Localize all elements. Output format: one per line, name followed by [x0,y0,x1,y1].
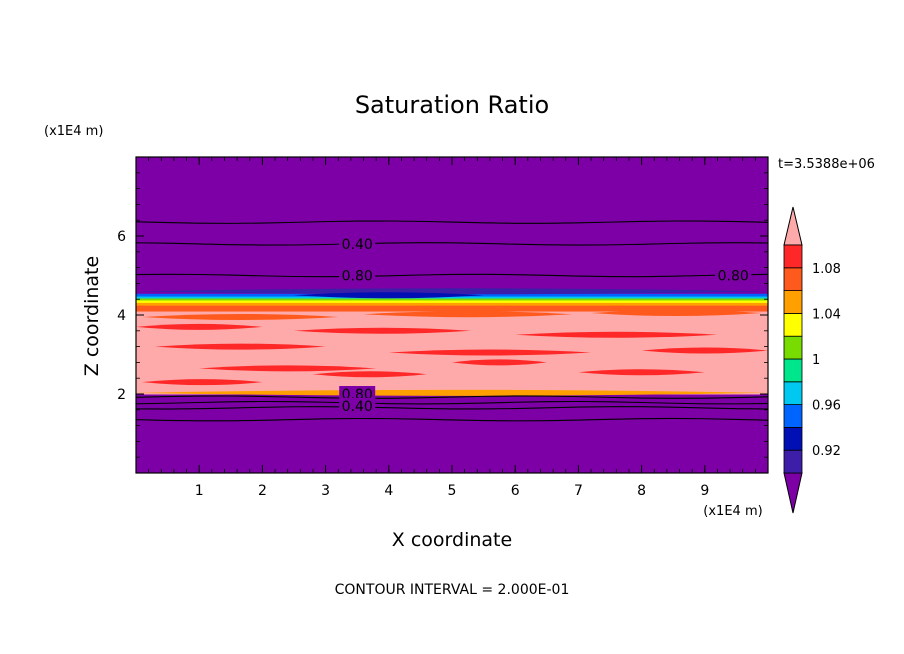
x-tick-label-4: 4 [384,483,393,499]
colorbar-under-arrow [783,472,803,514]
contour-label-bg-3 [339,386,376,401]
colorbar: 0.92 0.96 1 1.04 1.08 [783,206,841,514]
x-tick-label-3: 3 [321,483,330,499]
x-unit-label: (x1E4 m) [703,504,762,519]
field-streak-3 [136,323,263,330]
contour-line-0 [136,417,768,422]
y-tick-label-6: 6 [117,229,126,245]
field-streak-4 [294,327,471,334]
x-tick-label-9: 9 [700,483,709,499]
field-streak-15 [136,288,768,295]
field-streak-7 [388,349,592,356]
colorbar-label-0.92: 0.92 [812,444,841,459]
axis-ticks: 1 2 3 4 5 6 7 8 9 2 4 6 [117,157,769,499]
field-streak-14 [136,389,768,396]
field-band-5 [136,298,768,301]
contour-label-4: 0.40 [342,399,373,415]
field-streak-5 [515,331,718,338]
colorbar-label-1: 1 [812,353,820,368]
colorbar-box-8 [783,267,803,291]
y-tick-label-2: 2 [117,387,126,403]
field-band-6 [136,296,768,299]
x-tick-label-6: 6 [511,483,520,499]
field-streak-6 [154,343,326,350]
x-tick-label-1: 1 [195,483,204,499]
contour-line-2 [136,400,768,405]
field-band-4 [136,299,768,303]
field-streak-9 [199,365,377,372]
colorbar-label-1.04: 1.04 [812,307,841,322]
x-tick-label-7: 7 [574,483,583,499]
field-band-8 [136,157,768,294]
field-streak-13 [312,371,427,378]
contour-label-bg-4 [339,397,376,413]
colorbar-label-1.08: 1.08 [812,262,841,277]
contour-line-6 [136,220,768,224]
contour-label-bg-1 [339,267,376,283]
contour-line-4 [136,273,768,278]
field-band-3 [136,302,768,306]
field-streak-1 [363,311,573,318]
x-tick-label-2: 2 [258,483,267,499]
colorbar-box-9 [783,244,803,269]
field-streak-16 [294,292,484,299]
x-tick-label-8: 8 [637,483,646,499]
colorbar-box-3 [783,381,803,405]
colorbar-label-0.96: 0.96 [812,399,841,414]
contour-interval-footer: CONTOUR INTERVAL = 2.000E-01 [335,582,570,598]
colorbar-box-2 [783,404,803,428]
y-unit-label: (x1E4 m) [44,124,103,139]
colorbar-over-arrow [783,206,803,246]
contour-label-2: 0.80 [718,269,749,285]
y-axis-label: Z coordinate [81,256,103,376]
field-streak-12 [142,379,263,386]
field-band-2 [136,305,768,312]
chart-title: Saturation Ratio [355,91,549,119]
field-streak-2 [591,310,762,317]
field-streak-0 [142,313,339,320]
contour-labels: 0.400.80 0.800.800.40 [339,235,752,415]
colorbar-box-5 [783,335,803,360]
x-axis-label: X coordinate [392,529,512,551]
colorbar-box-1 [783,426,803,451]
colorbar-box-6 [783,312,803,337]
field-streak-10 [452,359,547,366]
contour-label-0: 0.40 [342,237,373,253]
colorbar-box-4 [783,358,803,383]
x-tick-label-5: 5 [448,483,457,499]
contour-label-bg-0 [339,235,376,251]
colorbar-box-0 [783,449,803,474]
field-band-0 [136,394,768,473]
contour-line-5 [136,242,768,246]
contour-line-3 [136,395,768,399]
field-streak-8 [641,347,768,354]
contour-label-1: 0.80 [342,269,373,285]
field-streak-11 [578,369,705,376]
plot-area [136,157,768,473]
contour-line-1 [136,406,768,410]
contour-label-bg-2 [715,267,752,283]
y-tick-label-4: 4 [117,308,126,324]
colorbar-box-7 [783,290,803,314]
time-label: t=3.5388e+06 [778,157,875,172]
